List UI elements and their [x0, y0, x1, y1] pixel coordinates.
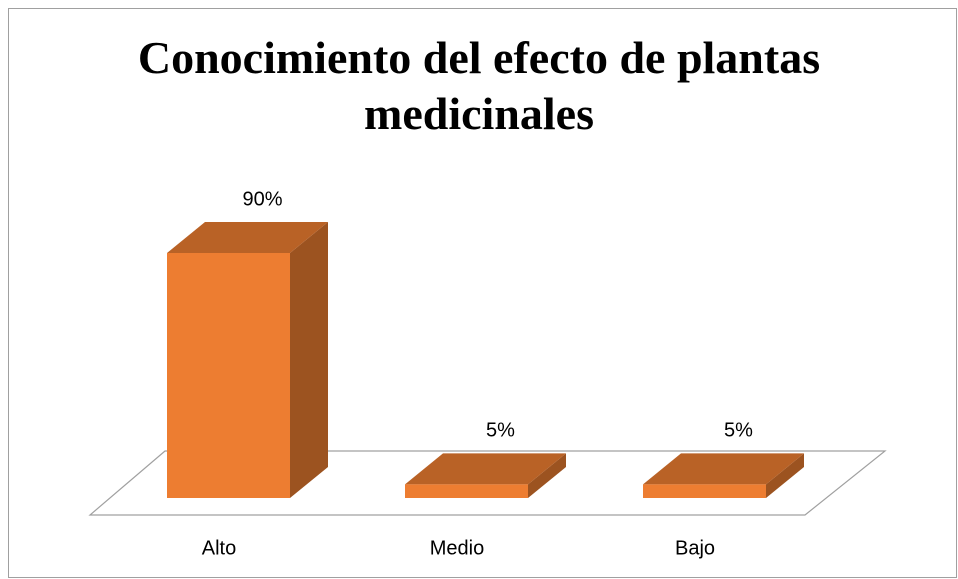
chart-frame	[8, 8, 957, 578]
bar	[167, 253, 290, 498]
bar	[405, 484, 528, 498]
bar-top	[643, 453, 804, 485]
x-tick-label: Medio	[430, 537, 484, 559]
x-tick-label: Alto	[202, 537, 236, 559]
bar-top	[405, 453, 566, 485]
bar-side	[528, 453, 566, 498]
bar-side	[766, 453, 804, 498]
bar-side	[290, 222, 328, 498]
bar-top	[167, 222, 328, 253]
data-label: 5%	[486, 420, 515, 442]
chart-title: Conocimiento del efecto de plantas medic…	[137, 32, 821, 139]
bar	[643, 484, 766, 498]
data-label: 5%	[724, 420, 753, 442]
x-tick-label: Bajo	[675, 537, 715, 559]
data-label: 90%	[242, 188, 282, 210]
